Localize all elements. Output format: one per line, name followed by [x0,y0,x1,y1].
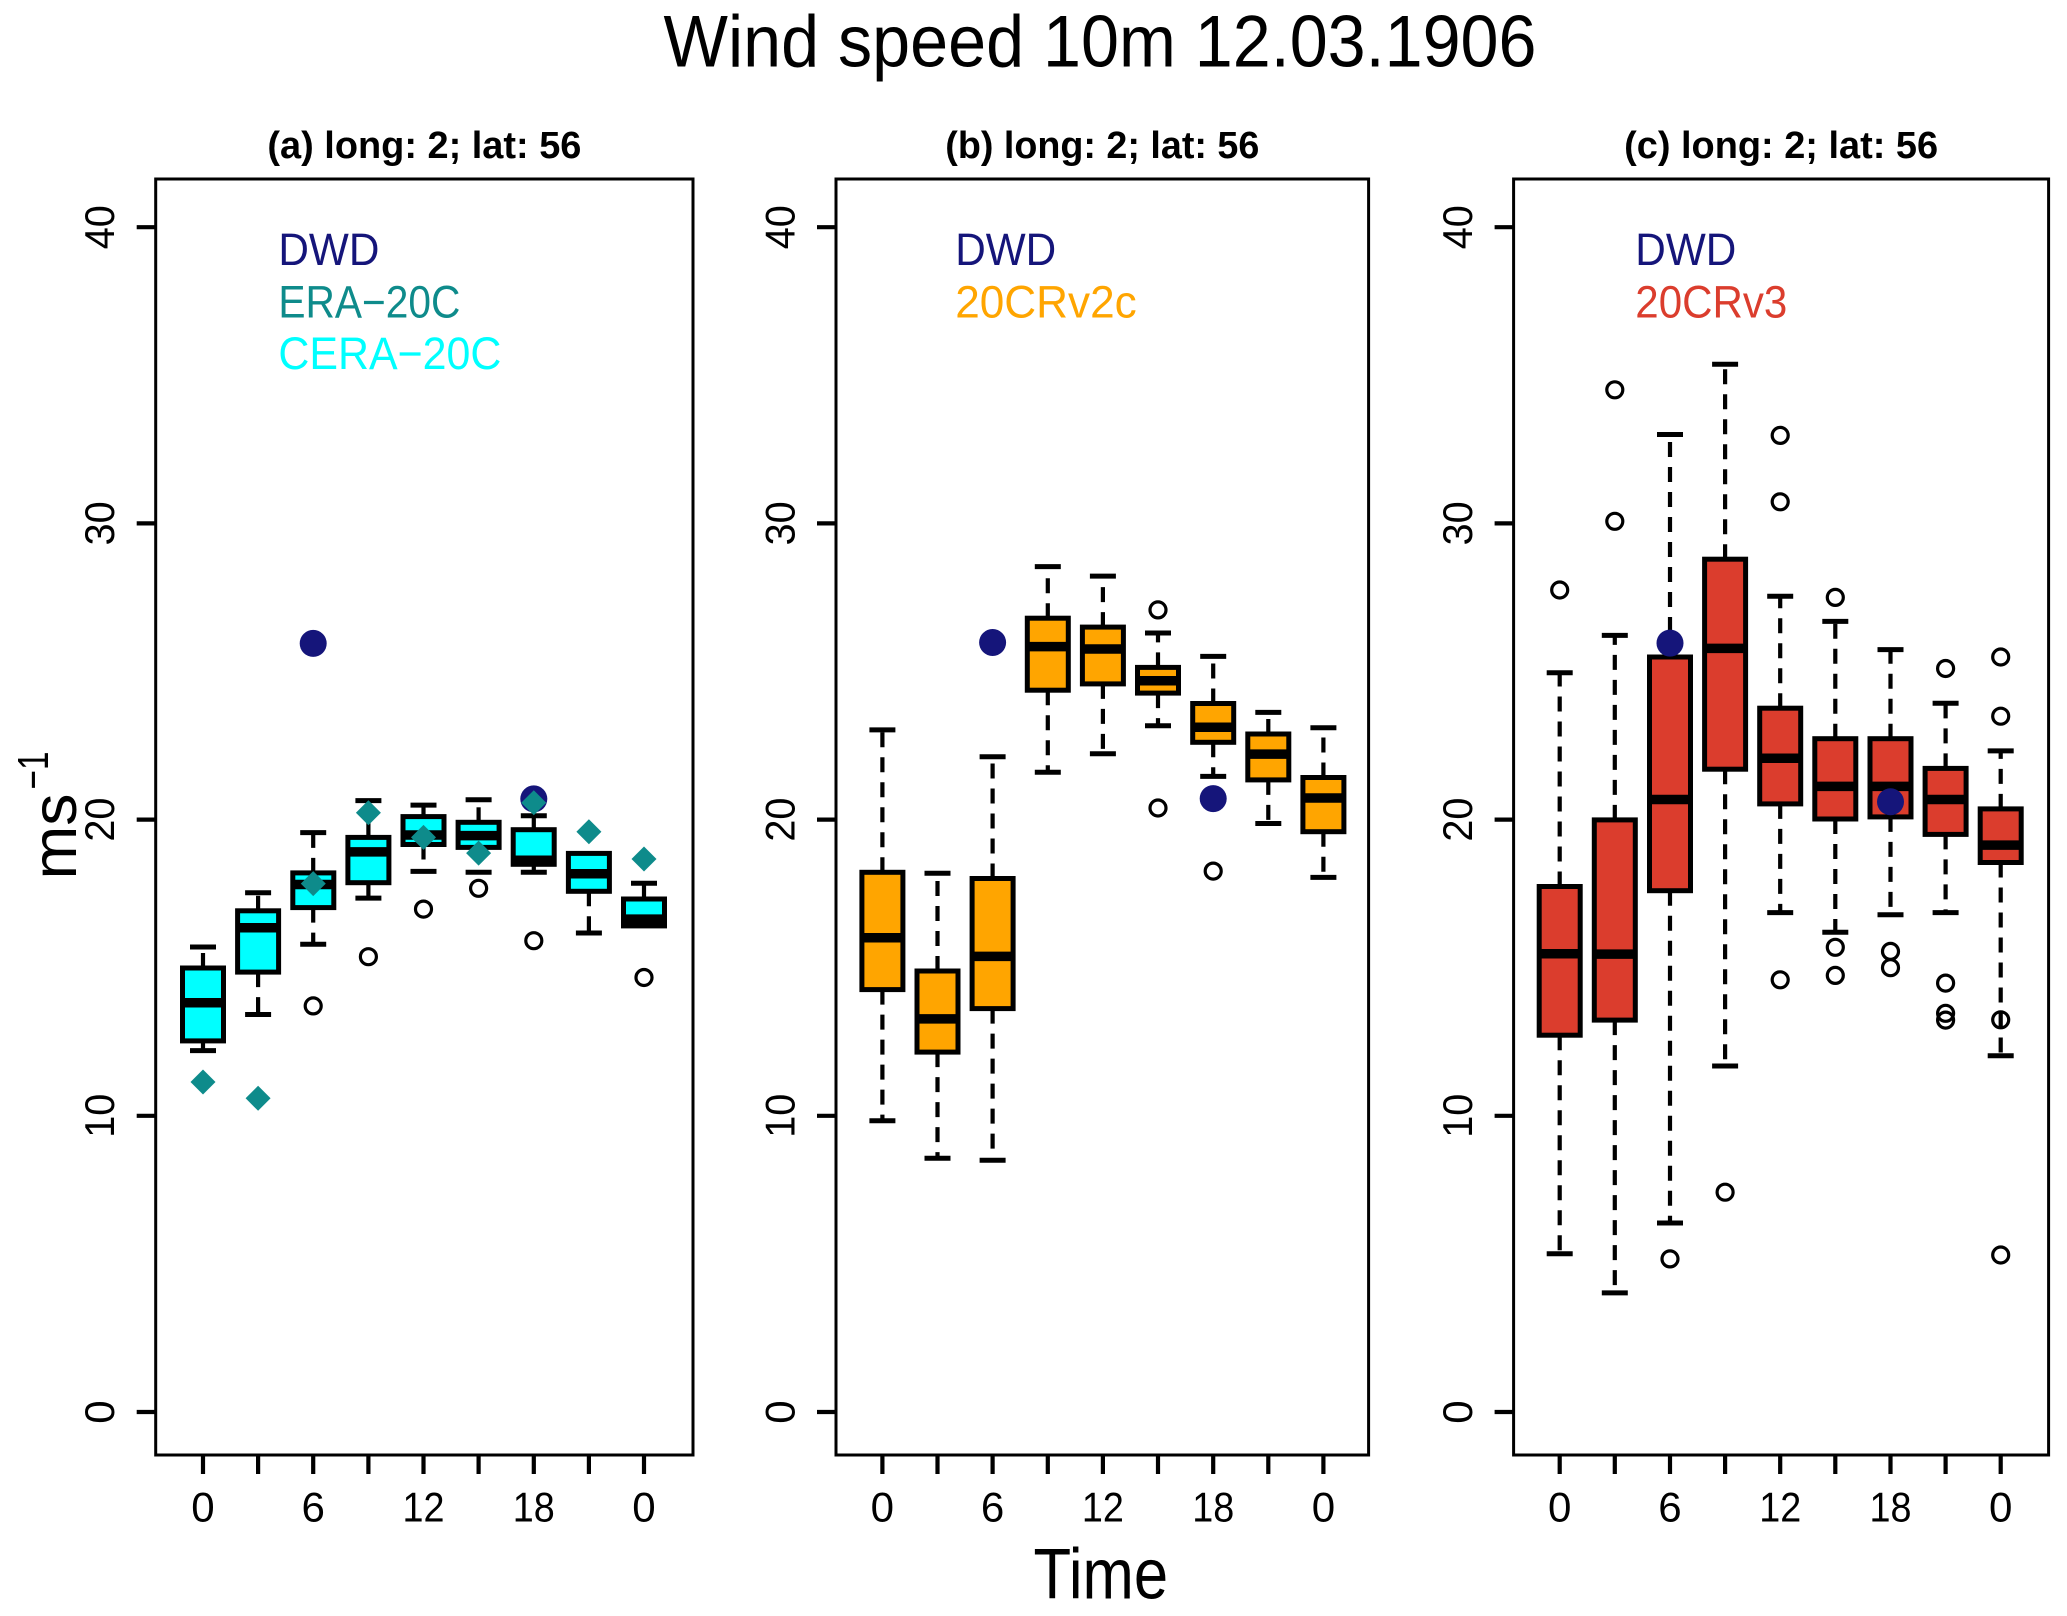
svg-text:(c) long: 2; lat: 56: (c) long: 2; lat: 56 [1624,125,1938,167]
svg-text:12: 12 [403,1484,445,1531]
svg-text:0: 0 [1989,1484,2012,1531]
svg-text:10: 10 [76,1094,123,1138]
svg-text:6: 6 [981,1484,1004,1531]
svg-text:30: 30 [76,501,123,545]
svg-text:0: 0 [1548,1484,1571,1531]
svg-text:12: 12 [1082,1484,1124,1531]
svg-text:(a) long: 2; lat: 56: (a) long: 2; lat: 56 [267,125,581,167]
svg-text:0: 0 [191,1484,214,1531]
svg-text:6: 6 [1658,1484,1681,1531]
svg-text:20CRv3: 20CRv3 [1635,277,1787,328]
svg-text:40: 40 [76,205,123,249]
svg-text:Wind speed 10m 12.03.1906: Wind speed 10m 12.03.1906 [664,2,1537,83]
svg-text:ms: ms [20,794,90,880]
svg-text:(b) long: 2; lat: 56: (b) long: 2; lat: 56 [945,125,1259,167]
svg-text:18: 18 [1870,1484,1912,1531]
svg-text:12: 12 [1759,1484,1801,1531]
svg-text:DWD: DWD [278,224,379,275]
svg-text:20: 20 [1434,798,1481,842]
svg-text:Time: Time [1034,1536,1169,1612]
svg-text:0: 0 [1434,1400,1481,1423]
svg-text:20CRv2c: 20CRv2c [955,277,1136,328]
svg-text:18: 18 [1192,1484,1234,1531]
svg-text:DWD: DWD [955,224,1056,275]
svg-text:0: 0 [632,1484,655,1531]
svg-text:−1: −1 [9,752,58,790]
svg-text:6: 6 [302,1484,325,1531]
svg-text:20: 20 [76,798,123,842]
svg-text:20: 20 [756,798,803,842]
svg-text:ERA−20C: ERA−20C [278,277,460,328]
svg-text:0: 0 [1312,1484,1335,1531]
svg-text:40: 40 [756,205,803,249]
svg-text:10: 10 [756,1094,803,1138]
svg-text:30: 30 [756,501,803,545]
svg-text:CERA−20C: CERA−20C [278,328,501,379]
svg-text:0: 0 [76,1400,123,1423]
svg-text:0: 0 [756,1400,803,1423]
svg-text:10: 10 [1434,1094,1481,1138]
svg-text:30: 30 [1434,501,1481,545]
svg-text:18: 18 [513,1484,555,1531]
svg-text:DWD: DWD [1635,224,1736,275]
svg-text:0: 0 [871,1484,894,1531]
svg-text:40: 40 [1434,205,1481,249]
